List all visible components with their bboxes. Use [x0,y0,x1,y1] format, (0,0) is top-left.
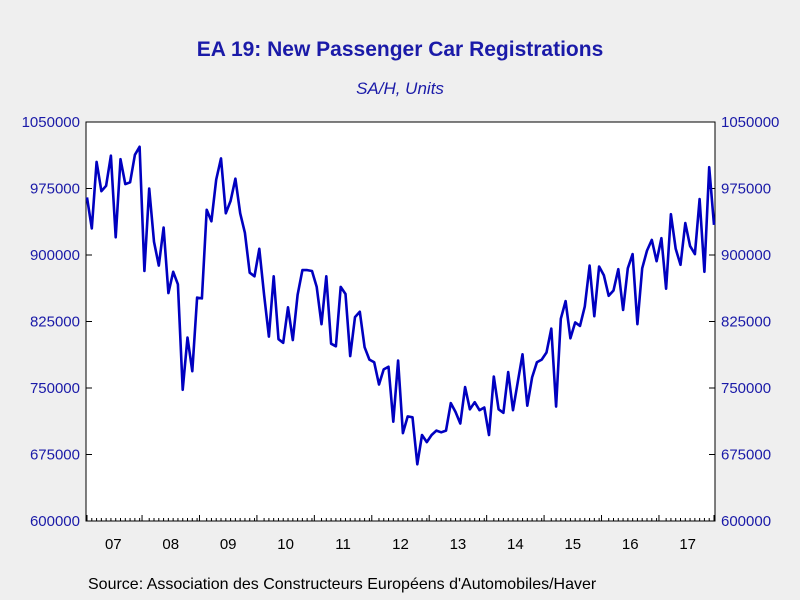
x-tick-label: 16 [622,536,639,553]
plot-area [85,121,716,522]
x-tick-label: 12 [392,536,409,553]
y-tick-label-right: 675000 [721,447,771,464]
y-tick-label-right: 900000 [721,247,771,264]
y-tick-label-left: 675000 [30,447,80,464]
y-tick-label-right: 975000 [721,181,771,198]
x-tick-label: 07 [105,536,122,553]
y-tick-label-left: 825000 [30,314,80,331]
x-axis: 07 08 09 10 11 12 13 14 15 16 17 [86,515,715,553]
y-tick-label-right: 750000 [721,380,771,397]
x-tick-label: 15 [564,536,581,553]
y-tick-label-left: 975000 [30,181,80,198]
source-note: Source: Association des Constructeurs Eu… [88,576,597,593]
y-tick-label-left: 1050000 [22,114,80,131]
x-tick-label: 10 [277,536,294,553]
y-axis-right: 1050000 975000 900000 825000 750000 675000 600… [709,114,779,530]
x-tick-label: 11 [335,536,351,553]
y-tick-label-left: 750000 [30,380,80,397]
y-axis-left: 1050000 975000 900000 825000 750000 675000 600… [22,114,92,530]
x-tick-label: 08 [162,536,179,553]
series-line [85,145,716,466]
x-tick-label: 17 [679,536,696,553]
y-tick-label-right: 1050000 [721,114,779,131]
y-tick-label-right: 825000 [721,314,771,331]
x-tick-label: 09 [220,536,237,553]
y-tick-label-right: 600000 [721,513,771,530]
chart-subtitle: SA/H, Units [356,79,444,98]
x-tick-label: 13 [450,536,467,553]
y-tick-label-left: 600000 [30,513,80,530]
y-tick-label-left: 900000 [30,247,80,264]
series-layer [85,145,716,466]
x-tick-label: 14 [507,536,524,553]
chart-title: EA 19: New Passenger Car Registrations [196,38,604,61]
